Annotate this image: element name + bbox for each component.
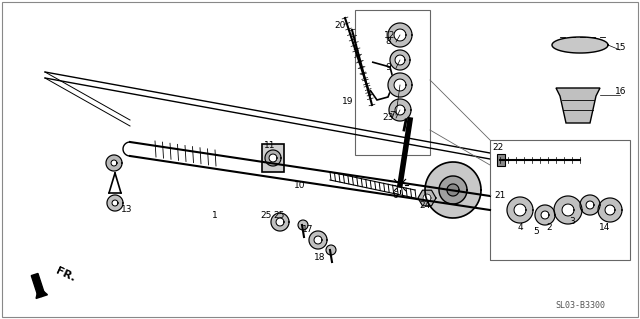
Polygon shape xyxy=(556,88,600,123)
Text: 10: 10 xyxy=(294,181,306,189)
Circle shape xyxy=(326,245,336,255)
Text: SL03-B3300: SL03-B3300 xyxy=(555,300,605,309)
Text: 4: 4 xyxy=(517,224,523,233)
Text: 1: 1 xyxy=(212,211,218,219)
Text: 19: 19 xyxy=(342,98,354,107)
FancyArrow shape xyxy=(36,287,47,299)
Polygon shape xyxy=(271,213,289,231)
Polygon shape xyxy=(395,105,405,115)
Polygon shape xyxy=(514,204,526,216)
Polygon shape xyxy=(554,196,582,224)
Polygon shape xyxy=(394,79,406,91)
Polygon shape xyxy=(425,162,481,218)
Polygon shape xyxy=(439,176,467,204)
Text: 15: 15 xyxy=(615,42,627,51)
Polygon shape xyxy=(447,184,459,196)
Polygon shape xyxy=(552,37,608,53)
Text: 14: 14 xyxy=(599,224,611,233)
Polygon shape xyxy=(395,55,405,65)
Polygon shape xyxy=(541,211,549,219)
Polygon shape xyxy=(389,99,411,121)
Text: 8: 8 xyxy=(385,38,391,47)
Polygon shape xyxy=(107,195,123,211)
Text: 2: 2 xyxy=(546,224,552,233)
Polygon shape xyxy=(562,204,574,216)
Text: 11: 11 xyxy=(264,140,276,150)
FancyArrow shape xyxy=(31,273,45,297)
Polygon shape xyxy=(388,73,412,97)
Text: 18: 18 xyxy=(314,254,326,263)
Circle shape xyxy=(298,220,308,230)
Polygon shape xyxy=(309,231,327,249)
Text: 16: 16 xyxy=(615,87,627,97)
Text: FR.: FR. xyxy=(54,266,77,284)
Polygon shape xyxy=(388,23,412,47)
Text: 13: 13 xyxy=(121,205,132,214)
Polygon shape xyxy=(394,29,406,41)
Polygon shape xyxy=(605,205,615,215)
Text: 17: 17 xyxy=(302,226,314,234)
Polygon shape xyxy=(535,205,555,225)
Polygon shape xyxy=(276,218,284,226)
Polygon shape xyxy=(580,195,600,215)
Text: 7: 7 xyxy=(389,110,395,120)
Polygon shape xyxy=(423,194,431,202)
Text: 6: 6 xyxy=(392,190,398,199)
Text: 9: 9 xyxy=(385,63,391,72)
Text: 23: 23 xyxy=(382,114,394,122)
Text: 12: 12 xyxy=(384,31,396,40)
Polygon shape xyxy=(106,155,122,171)
Text: 25: 25 xyxy=(273,211,285,219)
Bar xyxy=(497,154,505,166)
Text: 5: 5 xyxy=(533,227,539,236)
Text: 20: 20 xyxy=(334,20,346,29)
Polygon shape xyxy=(112,200,118,206)
Polygon shape xyxy=(111,160,117,166)
Polygon shape xyxy=(269,154,277,162)
Text: 3: 3 xyxy=(569,218,575,226)
Text: 21: 21 xyxy=(494,190,506,199)
Polygon shape xyxy=(598,198,622,222)
Polygon shape xyxy=(586,201,594,209)
Text: 25: 25 xyxy=(260,211,272,219)
Polygon shape xyxy=(507,197,533,223)
Bar xyxy=(262,144,284,172)
Polygon shape xyxy=(314,236,322,244)
Polygon shape xyxy=(265,150,281,166)
Text: 22: 22 xyxy=(492,144,504,152)
Text: 24: 24 xyxy=(419,201,431,210)
Polygon shape xyxy=(418,190,436,206)
Polygon shape xyxy=(390,50,410,70)
